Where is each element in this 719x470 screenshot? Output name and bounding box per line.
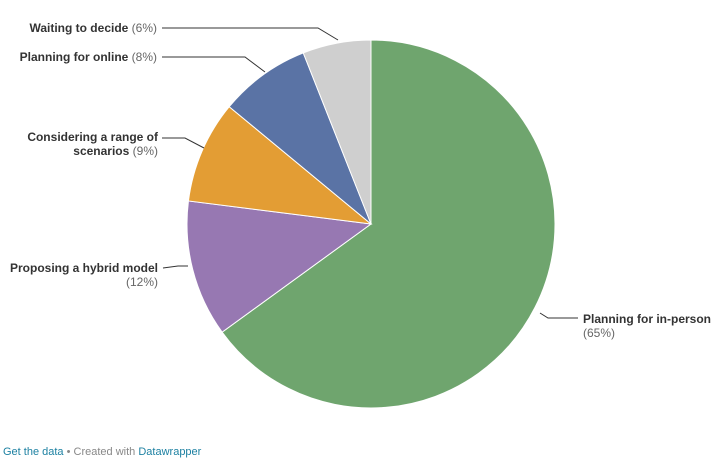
slice-label-4: Planning for online (8%)	[20, 50, 157, 64]
slice-name-5: Waiting to decide	[29, 21, 128, 35]
pie-slice-5	[302, 39, 372, 225]
pie-chart: Planning for in-person(65%) Proposing a h…	[10, 21, 711, 409]
pie-slice-2	[186, 200, 373, 333]
footer: Get the data • Created with Datawrapper	[3, 446, 201, 458]
footer-separator: •	[66, 446, 71, 458]
slice-label-2: Proposing a hybrid model	[10, 261, 158, 275]
leader-line-4	[162, 56, 266, 73]
slice-name-4: Planning for online	[20, 50, 129, 64]
datawrapper-link[interactable]: Datawrapper	[138, 446, 202, 458]
slice-name-3: Considering a range of	[27, 130, 159, 144]
pie-slice-3	[187, 106, 373, 225]
slice-label-1: (65%)	[583, 326, 615, 340]
get-data-link[interactable]: Get the data	[3, 446, 64, 458]
created-with-text: Created with	[73, 446, 136, 458]
slice-label-1: Planning for in-person	[583, 312, 711, 326]
slice-percent-3: (9%)	[129, 144, 158, 158]
pie-slice-1	[221, 39, 556, 409]
leader-line-5	[162, 27, 339, 41]
slice-name-2: Proposing a hybrid model	[10, 261, 158, 275]
pie-slice-4	[228, 52, 372, 225]
pie-slices	[186, 39, 556, 409]
slice-percent-5: (6%)	[128, 21, 157, 35]
slice-percent-4: (8%)	[128, 50, 157, 64]
slice-name-cont-3: scenarios	[73, 144, 129, 158]
leader-line-3	[162, 137, 205, 149]
slice-percent-2: (12%)	[126, 275, 158, 289]
leader-line-2	[162, 265, 188, 269]
slice-percent-1: (65%)	[583, 326, 615, 340]
slice-label-2: (12%)	[126, 275, 158, 289]
slice-label-5: Waiting to decide (6%)	[29, 21, 157, 35]
slice-name-1: Planning for in-person	[583, 312, 711, 326]
pie-labels: Planning for in-person(65%) Proposing a h…	[10, 21, 711, 340]
slice-label-3: Considering a range of	[27, 130, 159, 144]
leader-line-1	[539, 312, 578, 319]
slice-label-3: scenarios (9%)	[73, 144, 158, 158]
